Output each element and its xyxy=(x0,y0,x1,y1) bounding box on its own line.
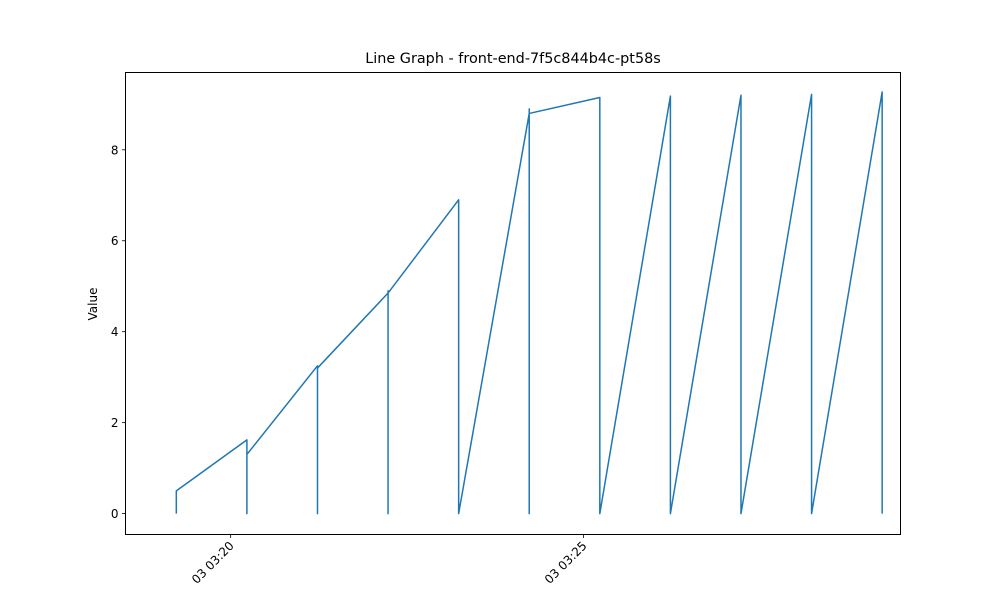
series-line xyxy=(175,91,883,515)
y-axis: 0 2 4 6 8 xyxy=(111,143,126,521)
y-tick-label: 4 xyxy=(111,325,119,339)
y-tick-label: 2 xyxy=(111,416,119,430)
plot-area xyxy=(175,91,883,515)
plot-frame xyxy=(125,72,901,535)
y-tick-label: 6 xyxy=(111,234,119,248)
y-tick-label: 8 xyxy=(111,143,119,157)
chart-title: Line Graph - front-end-7f5c844b4c-pt58s xyxy=(365,51,661,67)
y-tick-label: 0 xyxy=(111,507,119,521)
y-axis-label: Value xyxy=(86,288,100,321)
